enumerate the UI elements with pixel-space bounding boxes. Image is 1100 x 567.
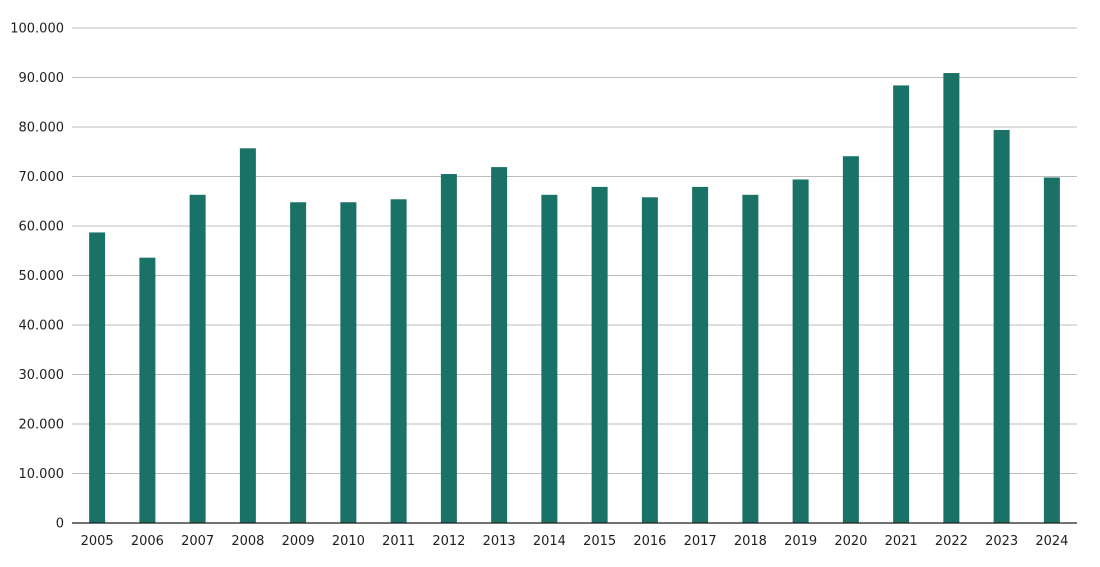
- bar-2013: [491, 167, 508, 523]
- y-tick-label: 60.000: [19, 220, 65, 235]
- x-tick-label: 2008: [231, 534, 264, 549]
- x-tick-label: 2021: [885, 534, 918, 549]
- y-axis-tick-labels: 0 10.000 20.000 30.000 40.000 50.000 60.000 70.…: [10, 22, 64, 532]
- x-axis-tick-labels: 2005 2006 2007 2008 2009 2010 2011 2012 2013 2014…: [81, 534, 1069, 549]
- x-tick-label: 2016: [633, 534, 666, 549]
- bar-2022: [943, 73, 960, 524]
- bar-2005: [89, 232, 106, 523]
- bar-2009: [290, 202, 307, 524]
- x-tick-label: 2024: [1035, 534, 1068, 549]
- y-tick-label: 90.000: [19, 71, 65, 86]
- y-tick-label: 50.000: [19, 269, 65, 284]
- x-tick-label: 2005: [81, 534, 114, 549]
- x-tick-label: 2007: [181, 534, 214, 549]
- bar-2008: [239, 148, 256, 523]
- x-tick-label: 2022: [935, 534, 968, 549]
- bar-2012: [440, 174, 457, 523]
- bar-2021: [893, 85, 910, 524]
- x-tick-label: 2009: [282, 534, 315, 549]
- y-tick-label: 20.000: [19, 418, 65, 433]
- bar-2016: [641, 197, 658, 524]
- gridlines: [72, 27, 1077, 474]
- bar-2019: [792, 179, 809, 523]
- bar-2024: [1043, 177, 1060, 524]
- bar-2017: [692, 186, 709, 523]
- bars: [89, 73, 1060, 524]
- bar-2006: [139, 257, 156, 523]
- bar-2020: [842, 156, 859, 523]
- x-tick-label: 2014: [533, 534, 566, 549]
- bar-2015: [591, 186, 608, 523]
- bar-2011: [390, 199, 407, 523]
- x-tick-label: 2011: [382, 534, 415, 549]
- y-tick-label: 100.000: [10, 22, 64, 37]
- y-tick-label: 40.000: [19, 319, 65, 334]
- bar-2023: [993, 129, 1010, 523]
- bar-2010: [340, 202, 357, 524]
- bar-2014: [541, 194, 558, 523]
- bar-2007: [189, 194, 206, 523]
- x-tick-label: 2019: [784, 534, 817, 549]
- y-tick-label: 10.000: [19, 467, 65, 482]
- x-tick-label: 2020: [834, 534, 867, 549]
- x-tick-label: 2013: [483, 534, 516, 549]
- x-tick-label: 2015: [583, 534, 616, 549]
- x-tick-label: 2010: [332, 534, 365, 549]
- bar-2018: [742, 194, 759, 523]
- x-tick-label: 2006: [131, 534, 164, 549]
- x-tick-label: 2023: [985, 534, 1018, 549]
- y-tick-label: 80.000: [19, 121, 65, 136]
- x-tick-label: 2017: [684, 534, 717, 549]
- y-tick-label: 70.000: [19, 170, 65, 185]
- x-tick-label: 2018: [734, 534, 767, 549]
- x-tick-label: 2012: [432, 534, 465, 549]
- y-tick-label: 30.000: [19, 368, 65, 383]
- y-tick-label: 0: [56, 517, 64, 532]
